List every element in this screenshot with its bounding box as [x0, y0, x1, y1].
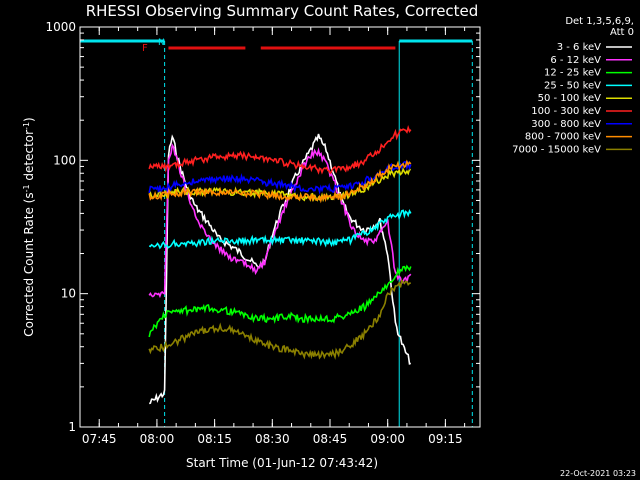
series-line-25-50-kev: [148, 208, 412, 250]
chart-title: RHESSI Observing Summary Count Rates, Co…: [86, 2, 479, 20]
legend-label: 50 - 100 keV: [538, 93, 602, 104]
x-tick-label: 09:15: [428, 432, 463, 446]
legend-label: 7000 - 15000 keV: [512, 144, 601, 155]
series-line-100-300-kev: [148, 124, 412, 175]
legend-label: 100 - 300 keV: [531, 106, 601, 117]
y-axis-title: Corrected Count Rate (s-1 detector-1): [22, 117, 36, 336]
y-tick-label: 1: [68, 420, 76, 434]
x-tick-label: 09:00: [370, 432, 405, 446]
plot-frame: [79, 26, 481, 428]
y-tick-label: 10: [61, 287, 76, 301]
x-tick-label: 08:45: [313, 432, 348, 446]
bands-layer: [80, 39, 473, 50]
series-layer: [148, 124, 412, 405]
y-tick-label: 1000: [45, 20, 76, 34]
series-line-7000-15000-kev: [148, 278, 411, 360]
x-tick-label: 08:30: [255, 432, 290, 446]
y-axis-title-part-e: ): [22, 117, 36, 122]
y-axis-title-exp-1: -1: [22, 184, 31, 192]
y-axis-title-part-a: Corrected Count Rate (s: [22, 192, 36, 336]
footer-timestamp: 22-Oct-2021 03:23: [560, 469, 636, 478]
legend-label: 300 - 800 keV: [531, 119, 601, 130]
legend-label: 25 - 50 keV: [544, 80, 601, 91]
series-line-800-7000-kev: [148, 159, 412, 204]
night-marker: N: [158, 38, 165, 48]
series-line-12-25-kev: [148, 264, 412, 338]
series-line-6-12-kev: [148, 142, 412, 299]
legend-label: 800 - 7000 keV: [525, 132, 601, 143]
y-axis-title-part-c: detector: [22, 130, 36, 185]
legend: Det 1,3,5,6,9,Att 0 3 - 6 keV 6 - 12 keV 12…: [512, 16, 634, 155]
x-tick-label: 08:15: [197, 432, 232, 446]
series-line-300-800-kev: [148, 160, 412, 195]
series-line-3-6-kev: [148, 133, 412, 405]
x-tick-label: 08:00: [140, 432, 175, 446]
legend-header-line-1: Det 1,3,5,6,9,: [565, 16, 634, 27]
x-tick-label: 07:45: [82, 432, 117, 446]
legend-label: 3 - 6 keV: [557, 42, 601, 53]
axes-layer: 07:45 08:00 08:15 08:30 08:45 09:00 09:15 1 10 10…: [45, 20, 481, 446]
legend-label: 6 - 12 keV: [550, 55, 601, 66]
legend-header-line-2: Att 0: [610, 27, 634, 38]
series-line-50-100-kev: [148, 167, 411, 203]
flare-marker: F: [142, 43, 148, 54]
x-axis-title: Start Time (01-Jun-12 07:43:42): [186, 456, 378, 470]
legend-label: 12 - 25 keV: [544, 68, 601, 79]
y-axis-title-exp-2: -1: [22, 122, 31, 130]
y-tick-label: 100: [53, 153, 76, 167]
